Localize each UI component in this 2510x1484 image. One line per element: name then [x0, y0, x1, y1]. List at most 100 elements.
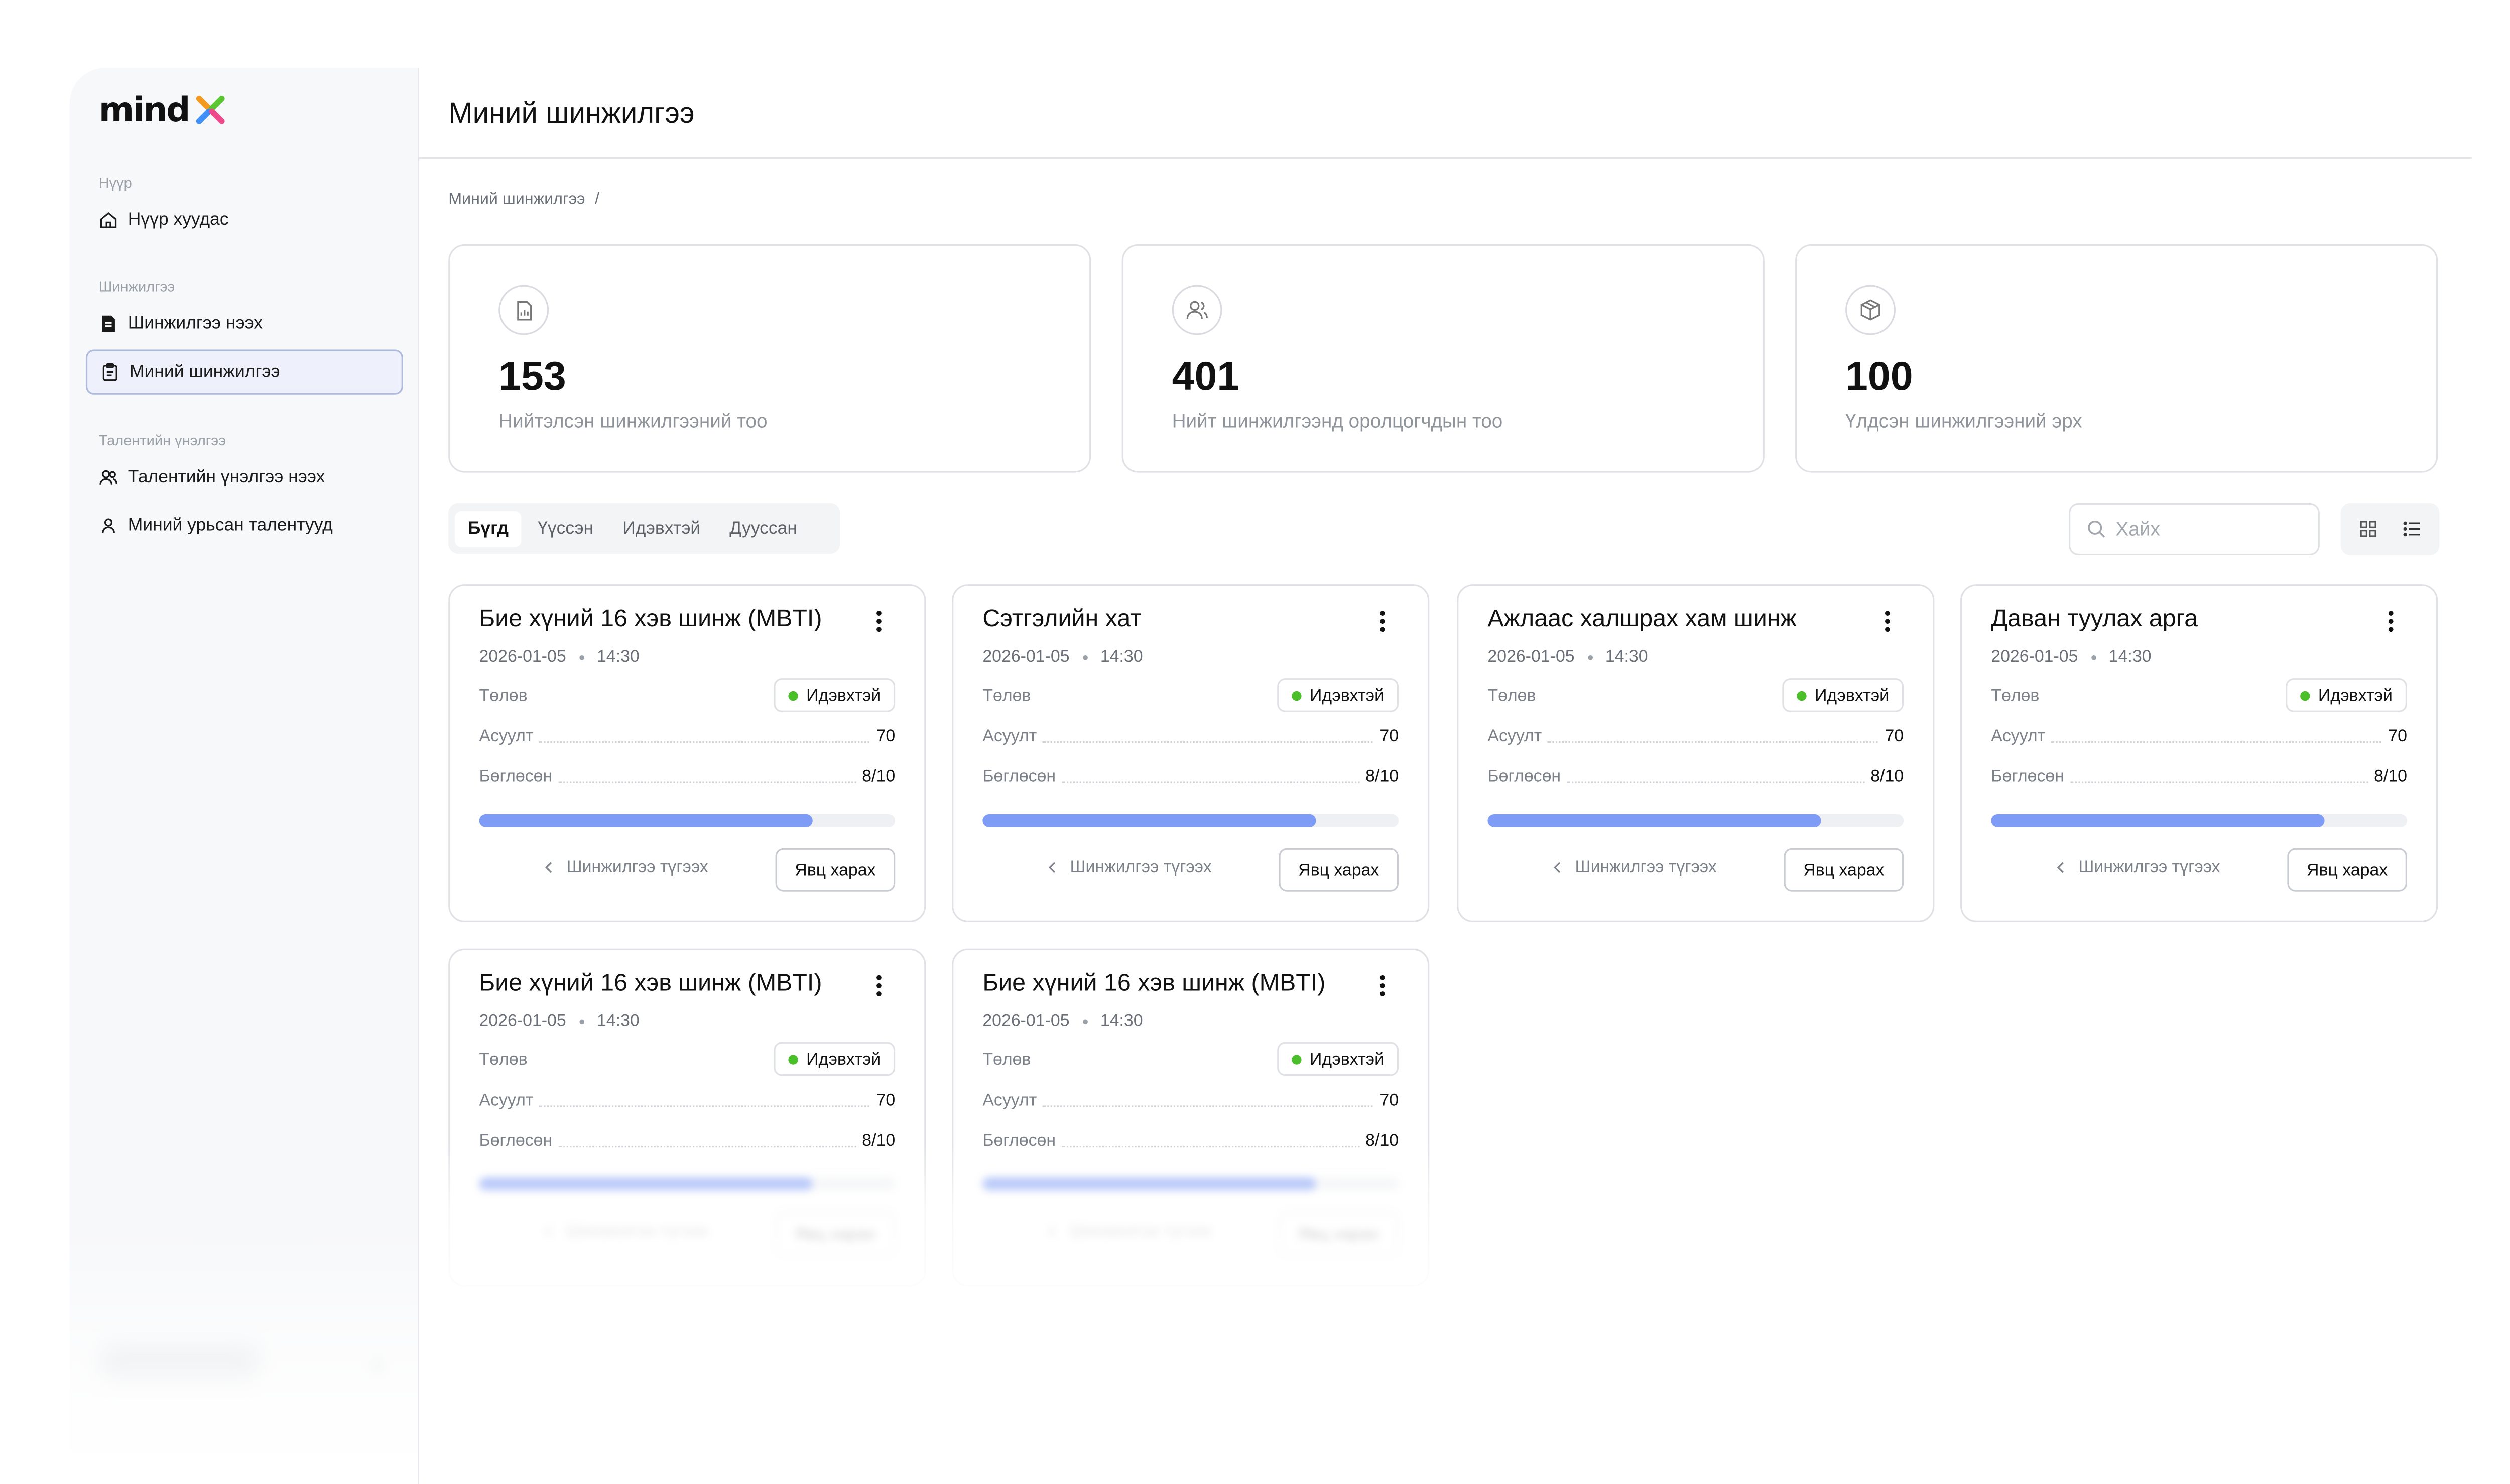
sidebar-item-my-talents[interactable]: Миний урьсан талентууд: [86, 503, 403, 549]
questions-row: Асуулт 70: [479, 725, 895, 748]
distribute-analysis-label: Шинжилгээ түгээх: [1070, 858, 1212, 877]
dotted-leader: [1043, 730, 1373, 743]
analysis-card[interactable]: Ажлаас халшрах хам шинж 2026-01-05 14:30…: [1457, 584, 1935, 923]
view-progress-button[interactable]: Явц харах: [2287, 848, 2407, 892]
analysis-card[interactable]: Бие хүний 16 хэв шинж (MBTI) 2026-01-05 …: [448, 584, 926, 923]
card-date: 2026-01-05: [479, 1011, 566, 1031]
list-view-button[interactable]: [2392, 510, 2431, 549]
tab-active[interactable]: Идэвхтэй: [622, 518, 701, 538]
tab-created[interactable]: Үүссэн: [538, 518, 594, 538]
card-datetime: 2026-01-05 14:30: [479, 647, 639, 667]
questions-label: Асуулт: [479, 1091, 534, 1111]
status-label: Төлөв: [982, 686, 1031, 706]
sidebar-item-open-analysis[interactable]: Шинжилгээ нээх: [86, 301, 403, 346]
status-dot-icon: [1292, 690, 1302, 700]
nav-section-talent: Талентийн үнэлгээ: [98, 432, 226, 449]
user-icon: [102, 518, 115, 533]
status-badge: Идэвхтэй: [2286, 678, 2407, 712]
distribute-analysis-link[interactable]: Шинжилгээ түгээх: [544, 858, 708, 877]
status-badge: Идэвхтэй: [774, 678, 896, 712]
card-date: 2026-01-05: [1991, 647, 2078, 667]
separator-dot: [579, 1018, 584, 1024]
logo-text: mind: [98, 90, 191, 129]
card-title: Бие хүний 16 хэв шинж (MBTI): [982, 969, 1326, 997]
progress-bar: [1487, 814, 1904, 827]
distribute-analysis-link[interactable]: Шинжилгээ түгээх: [2056, 858, 2220, 877]
status-text: Идэвхтэй: [806, 1049, 881, 1069]
more-options-icon[interactable]: [866, 608, 892, 634]
view-toggle: [2340, 503, 2440, 556]
users-icon: [99, 470, 117, 485]
status-badge: Идэвхтэй: [1277, 678, 1399, 712]
card-time: 14:30: [1100, 647, 1143, 667]
filled-row: Бөглөсөн 8/10: [1487, 765, 1904, 788]
card-date: 2026-01-05: [479, 647, 566, 667]
separator-dot: [2091, 654, 2096, 660]
dotted-leader: [1567, 770, 1864, 783]
sidebar-item-my-analysis[interactable]: Миний шинжилгээ: [85, 349, 403, 395]
questions-label: Асуулт: [982, 1091, 1037, 1111]
search-input[interactable]: Хайх: [2069, 503, 2320, 556]
questions-value: 70: [1379, 726, 1399, 746]
card-date: 2026-01-05: [982, 647, 1070, 667]
logo[interactable]: mind: [99, 91, 226, 129]
home-icon: [100, 212, 117, 228]
stat-value: 100: [1845, 354, 1913, 400]
sidebar-item-open-talent[interactable]: Талентийн үнэлгээ нээх: [86, 455, 403, 500]
view-progress-button[interactable]: Явц харах: [775, 848, 896, 892]
sidebar-item-home[interactable]: Нүүр хуудас: [86, 197, 403, 242]
progress-bar: [1991, 814, 2407, 827]
grid-view-button[interactable]: [2349, 510, 2388, 549]
analysis-card[interactable]: Даван туулах арга 2026-01-05 14:30 Төлөв…: [1960, 584, 2438, 923]
more-options-icon[interactable]: [1369, 608, 1396, 634]
card-time: 14:30: [596, 1011, 640, 1031]
tab-all[interactable]: Бүгд: [455, 510, 522, 547]
report-icon: [498, 285, 549, 335]
questions-row: Асуулт 70: [1487, 725, 1904, 748]
stat-card-participants: 401 Нийт шинжилгээнд оролцогчдын тоо: [1121, 244, 1765, 473]
card-time: 14:30: [2108, 647, 2152, 667]
separator-dot: [1082, 654, 1088, 660]
distribute-analysis-link[interactable]: Шинжилгээ түгээх: [1047, 858, 1212, 877]
view-progress-button[interactable]: Явц харах: [1279, 848, 1399, 892]
status-text: Идэвхтэй: [2318, 685, 2393, 705]
filled-row: Бөглөсөн 8/10: [982, 765, 1399, 788]
user-profile-blurred[interactable]: [98, 1346, 261, 1382]
sidebar-item-label: Шинжилгээ нээх: [128, 314, 263, 334]
view-progress-button[interactable]: Явц харах: [1784, 848, 1904, 892]
questions-row: Асуулт 70: [479, 1089, 895, 1112]
search-icon: [2088, 520, 2105, 538]
filled-value: 8/10: [862, 767, 896, 787]
sidebar-item-label: Миний урьсан талентууд: [128, 516, 333, 536]
filled-value: 8/10: [1870, 767, 1904, 787]
more-options-icon[interactable]: [866, 973, 892, 999]
progress-fill: [479, 814, 812, 827]
questions-row: Асуулт 70: [1991, 725, 2407, 748]
breadcrumb-item[interactable]: Миний шинжилгээ: [448, 191, 585, 209]
stat-value: 153: [498, 354, 566, 400]
tab-finished[interactable]: Дууссан: [729, 518, 797, 538]
distribute-analysis-label: Шинжилгээ түгээх: [1575, 858, 1717, 877]
clipboard-icon: [102, 363, 117, 381]
more-options-icon[interactable]: [1369, 973, 1396, 999]
chevron-left-icon: [1553, 862, 1561, 873]
filled-label: Бөглөсөн: [982, 767, 1056, 787]
sidebar-item-label: Миний шинжилгээ: [129, 362, 280, 382]
analysis-card[interactable]: Сэтгэлийн хат 2026-01-05 14:30 Төлөв Идэ…: [952, 584, 1430, 923]
status-dot-icon: [1797, 690, 1807, 700]
more-options-icon[interactable]: [2378, 608, 2404, 634]
questions-row: Асуулт 70: [982, 725, 1399, 748]
card-datetime: 2026-01-05 14:30: [1991, 647, 2151, 667]
profile-menu-blurred[interactable]: [369, 1358, 386, 1374]
separator-dot: [579, 654, 584, 660]
chevron-left-icon: [545, 862, 552, 873]
page-title: Миний шинжилгээ: [448, 97, 695, 129]
more-options-icon[interactable]: [1874, 608, 1901, 634]
analysis-card[interactable]: Бие хүний 16 хэв шинж (MBTI) 2026-01-05 …: [446, 948, 928, 1288]
questions-value: 70: [876, 1091, 896, 1111]
analysis-card[interactable]: Бие хүний 16 хэв шинж (MBTI) 2026-01-05 …: [950, 948, 1431, 1288]
progress-fill: [982, 814, 1316, 827]
distribute-analysis-link[interactable]: Шинжилгээ түгээх: [1552, 858, 1717, 877]
card-title: Даван туулах арга: [1991, 605, 2198, 633]
card-date: 2026-01-05: [982, 1011, 1070, 1031]
